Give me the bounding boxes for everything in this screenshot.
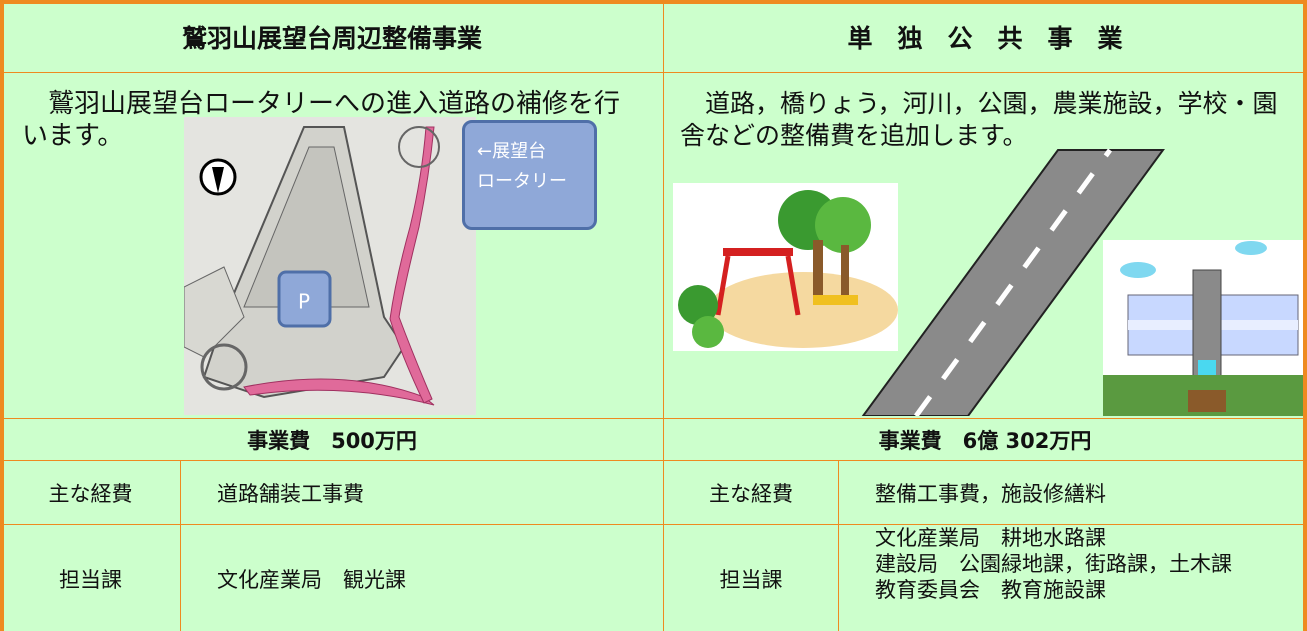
left-description: 鷲羽山展望台ロータリーへの進入道路の補修を行います。 (22, 89, 621, 151)
left-cost: 事業費 500万円 (0, 418, 664, 461)
left-title: 鷲羽山展望台周辺整備事業 (0, 0, 664, 73)
right-cost: 事業費 6億 302万円 (663, 418, 1307, 461)
row-value-line: 文化産業局 観光課 (217, 568, 406, 592)
rotary-label-line: ←展望台 (477, 141, 547, 162)
row-label: 主な経費 (0, 460, 181, 525)
row-value: 整備工事費，施設修繕料 (838, 460, 1307, 525)
row-value: 文化産業局 観光課 (180, 524, 664, 631)
row-label: 担当課 (663, 524, 839, 631)
row-value-line: 建設局 公園緑地課，街路課，土木課 (875, 552, 1232, 576)
parking-label: P (298, 290, 310, 314)
map: P (184, 117, 476, 415)
illustrations (673, 148, 1307, 416)
rotary-label-line: ロータリー (477, 171, 567, 192)
right-description: 道路，橋りょう，河川，公園，農業施設，学校・園舎などの整備費を追加します。 (680, 89, 1278, 150)
row-value: 文化産業局 耕地水路課 建設局 公園緑地課，街路課，土木課 教育委員会 教育施設… (838, 524, 1307, 631)
right-title: 単 独 公 共 事 業 (663, 0, 1307, 73)
row-value-line: 教育委員会 教育施設課 (875, 578, 1106, 602)
rotary-label: ←展望台 ロータリー (462, 120, 597, 230)
row-value: 道路舗装工事費 (180, 460, 664, 525)
row-value-line: 文化産業局 耕地水路課 (875, 526, 1106, 550)
row-label: 担当課 (0, 524, 181, 631)
row-label: 主な経費 (663, 460, 839, 525)
